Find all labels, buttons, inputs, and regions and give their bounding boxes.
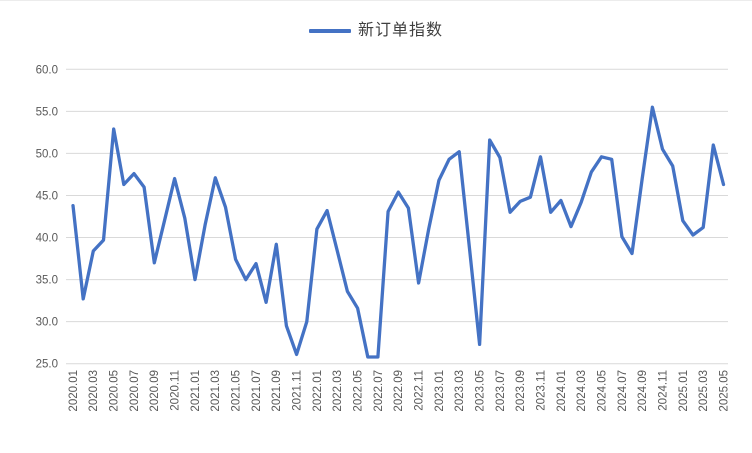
x-tick-label: 2024.09 [637,370,649,412]
x-tick-label: 2024.05 [596,370,608,412]
x-tick-label: 2020.03 [88,370,100,412]
y-tick-label: 45.0 [36,190,58,202]
x-tick-label: 2022.09 [393,370,405,412]
x-tick-label: 2020.07 [129,370,141,412]
x-tick-label: 2021.07 [251,370,263,412]
x-tick-label: 2022.11 [413,370,425,411]
x-tick-label: 2024.07 [617,370,629,412]
x-tick-label: 2023.05 [474,370,486,412]
x-tick-label: 2023.01 [434,370,446,412]
y-tick-label: 60.0 [36,64,58,76]
series-line [71,105,726,359]
x-tick-label: 2023.09 [515,370,527,412]
x-tick-label: 2020.11 [170,370,182,411]
x-tick-label: 2025.05 [718,370,730,412]
legend-label: 新订单指数 [357,22,443,39]
x-tick-label: 2020.09 [149,370,161,412]
x-tick-label: 2020.05 [109,370,121,412]
x-tick-label: 2021.09 [271,370,283,412]
y-tick-label: 40.0 [36,233,58,245]
x-tick-label: 2023.11 [535,370,547,411]
x-tick-label: 2021.11 [292,370,304,411]
x-tick-label: 2021.03 [210,370,222,412]
legend-line-swatch [308,29,351,33]
x-tick-label: 2025.01 [678,370,690,412]
x-tick-label: 2024.03 [576,370,588,412]
x-tick-label: 2020.01 [68,370,80,412]
y-tick-label: 55.0 [36,106,58,118]
y-tick-label: 50.0 [36,148,58,160]
x-tick-label: 2025.03 [698,370,710,412]
x-tick-label: 2022.05 [353,370,365,412]
x-axis-labels: 2020.01 2020.03 2020.05 2020.07 2020.09 2020.… [68,370,731,412]
x-tick-label: 2024.01 [556,370,568,412]
x-tick-label: 2023.07 [495,370,507,412]
x-tick-label: 2022.01 [312,370,324,412]
x-tick-label: 2024.11 [657,370,669,411]
x-tick-label: 2021.01 [190,370,202,412]
y-tick-label: 30.0 [36,317,58,329]
x-tick-label: 2023.03 [454,370,466,412]
y-tick-label: 25.0 [36,359,58,371]
y-axis-labels: 60.0 55.0 50.0 45.0 40.0 35.0 30.0 25.0 [36,64,58,370]
chart-legend: 新订单指数 [0,19,752,43]
x-tick-label: 2022.03 [332,370,344,412]
x-tick-label: 2022.07 [373,370,385,412]
x-tick-label: 2021.05 [231,370,243,412]
y-tick-label: 35.0 [36,275,58,287]
